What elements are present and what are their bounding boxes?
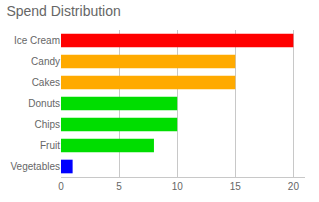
svg-text:10: 10 (172, 181, 184, 192)
svg-text:20: 20 (288, 181, 300, 192)
svg-text:Vegetables: Vegetables (11, 161, 61, 172)
svg-text:0: 0 (58, 181, 64, 192)
svg-text:Spend Distribution: Spend Distribution (6, 3, 120, 19)
svg-text:Chips: Chips (34, 119, 60, 130)
svg-text:5: 5 (116, 181, 122, 192)
svg-text:Donuts: Donuts (28, 98, 60, 109)
svg-text:15: 15 (230, 181, 242, 192)
svg-text:Fruit: Fruit (40, 140, 60, 151)
svg-text:Ice Cream: Ice Cream (14, 35, 60, 46)
svg-text:Candy: Candy (31, 56, 60, 67)
svg-text:Cakes: Cakes (32, 77, 60, 88)
